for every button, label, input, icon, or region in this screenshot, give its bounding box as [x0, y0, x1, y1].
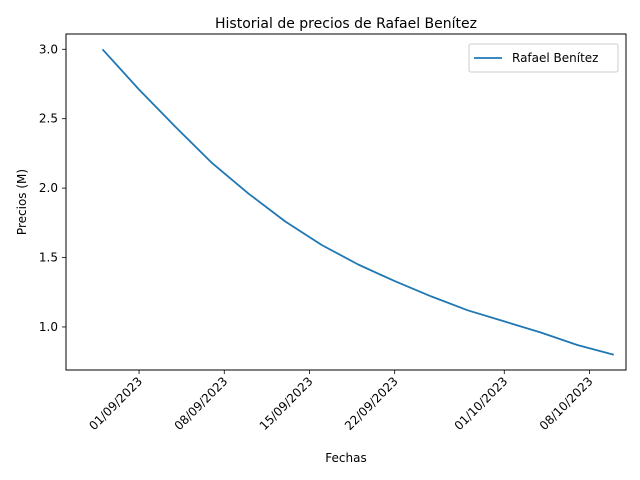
- chart-title: Historial de precios de Rafael Benítez: [215, 16, 477, 32]
- x-tick-label: 08/09/2023: [172, 374, 231, 433]
- y-axis-label: Precios (M): [15, 169, 29, 235]
- legend-box: [468, 43, 619, 73]
- x-tick-label: 22/09/2023: [342, 374, 401, 433]
- y-tick-label: 2.5: [39, 112, 58, 126]
- x-axis-label: Fechas: [325, 451, 366, 465]
- y-tick-label: 1.0: [39, 320, 58, 334]
- legend: Rafael Benítez: [468, 43, 619, 73]
- plot-area: [65, 33, 627, 371]
- legend-entry-label: Rafael Benítez: [512, 51, 598, 65]
- x-tick-label: 08/10/2023: [537, 374, 596, 433]
- y-axis: 1.0 1.5 2.0 2.5 3.0: [39, 42, 66, 334]
- y-tick-label: 2.0: [39, 181, 58, 195]
- x-tick-label: 15/09/2023: [257, 374, 316, 433]
- series-line-rafael-benitez: [101, 48, 615, 356]
- x-axis: 01/09/2023 08/09/2023 15/09/2023 22/09/2023…: [86, 370, 596, 433]
- y-tick-label: 1.5: [39, 251, 58, 265]
- y-tick-label: 3.0: [39, 42, 58, 56]
- series-layer: [101, 48, 615, 356]
- plot-frame: [65, 33, 627, 371]
- x-tick-label: 01/10/2023: [452, 374, 511, 433]
- x-tick-label: 01/09/2023: [86, 374, 145, 433]
